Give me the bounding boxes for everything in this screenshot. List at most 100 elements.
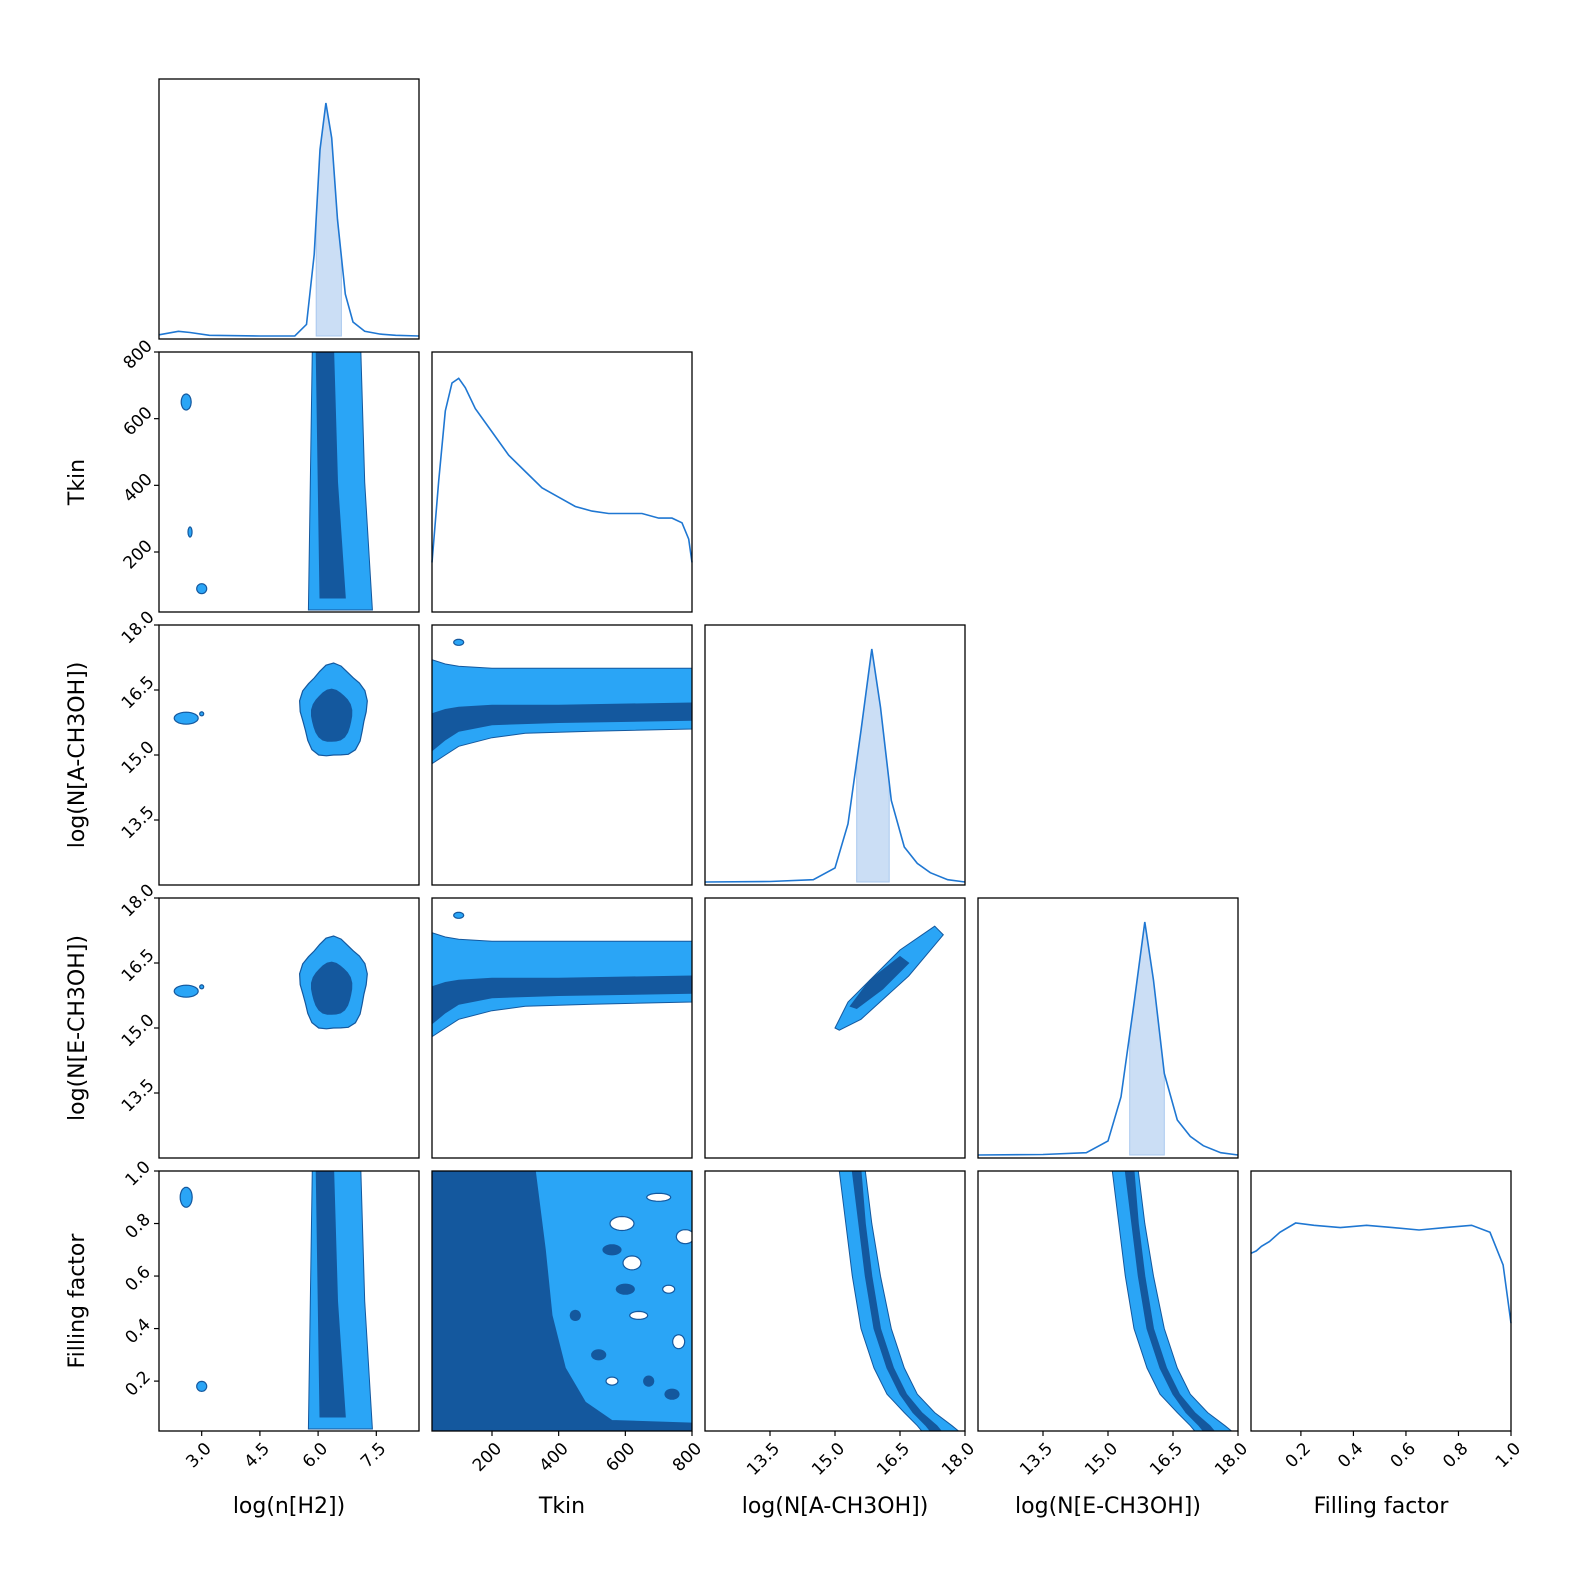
contour-nh2-vs-na [158, 624, 420, 886]
contour-outlier [180, 393, 192, 411]
contour-outer [838, 1171, 960, 1431]
contour-outlier [187, 526, 193, 538]
contour-gap [605, 1376, 619, 1386]
panel-frame [977, 1170, 1239, 1432]
y-tick-label: 200 [120, 536, 157, 573]
contour-inner [315, 1171, 346, 1418]
contour-outlier [196, 583, 208, 595]
contour-island [615, 1283, 635, 1295]
contour-tkin-vs-ff [431, 1170, 693, 1432]
x-tick-label: 800 [669, 1439, 706, 1476]
contour-outlier [173, 984, 199, 998]
contour-gap [622, 1255, 642, 1271]
y-tick-label: 15.0 [118, 737, 159, 778]
y-axis-label: log(N[E-CH3OH]) [65, 935, 90, 1121]
contour-tkin-vs-ne [431, 897, 693, 1159]
density-curve-nh2 [158, 102, 420, 337]
x-tick-label: 18.0 [1211, 1439, 1252, 1480]
panel-frame [431, 624, 693, 886]
x-tick-label: 4.5 [241, 1439, 274, 1472]
x-tick-label: 16.5 [1146, 1439, 1187, 1480]
contour-outlier [453, 911, 465, 919]
y-axis-label: Tkin [65, 459, 90, 506]
x-tick-label: 13.5 [1016, 1439, 1057, 1480]
y-tick-label: 16.5 [118, 945, 159, 986]
contour-ne-vs-ff [977, 1170, 1239, 1432]
panels [158, 78, 1512, 1432]
contour-outlier [199, 711, 205, 717]
y-tick-label: 600 [120, 403, 157, 440]
panel-frame [158, 624, 420, 886]
contour-inner [1124, 1171, 1215, 1431]
contour-inner [849, 955, 910, 1010]
contour-outlier [179, 1186, 193, 1208]
contour-island [664, 1388, 680, 1400]
contour-island [569, 1309, 581, 1322]
x-tick-label: 0.4 [1334, 1439, 1367, 1472]
density-curve-ff [1250, 1222, 1512, 1324]
contour-inner [432, 1171, 692, 1431]
x-tick-label: 400 [536, 1439, 573, 1476]
contour-island [591, 1349, 607, 1361]
x-tick-label: 0.8 [1439, 1439, 1472, 1472]
x-tick-label: 600 [602, 1439, 639, 1476]
panel-frame [1250, 1170, 1512, 1432]
y-tick-label: 15.0 [118, 1010, 159, 1051]
y-tick-label: 0.4 [122, 1315, 155, 1348]
contour-outer [1111, 1171, 1233, 1431]
y-tick-label: 13.5 [118, 802, 159, 843]
marginal-ne [977, 897, 1239, 1159]
y-tick-label: 18.0 [118, 880, 159, 921]
x-axis-label: log(N[E-CH3OH]) [1015, 1494, 1201, 1519]
contour-outlier [199, 984, 205, 990]
contour-nh2-vs-ne [158, 897, 420, 1159]
x-tick-label: 0.2 [1282, 1439, 1315, 1472]
marginal-tkin [431, 351, 693, 613]
y-tick-label: 0.8 [122, 1210, 155, 1243]
x-tick-label: 7.5 [357, 1439, 390, 1472]
x-tick-label: 13.5 [743, 1439, 784, 1480]
contour-outlier [453, 638, 465, 646]
panel-frame [158, 78, 420, 340]
panel-frame [704, 897, 966, 1159]
x-tick-label: 18.0 [938, 1439, 979, 1480]
contour-gap [629, 1310, 649, 1321]
y-axis-label: log(N[A-CH3OH]) [65, 662, 90, 849]
x-tick-label: 15.0 [808, 1439, 849, 1480]
panel-frame [431, 351, 693, 613]
panel-frame [158, 351, 420, 613]
y-tick-label: 18.0 [118, 607, 159, 648]
x-axis-label: Filling factor [1314, 1494, 1450, 1519]
x-tick-label: 3.0 [182, 1439, 215, 1472]
credible-interval-shade [1129, 923, 1165, 1156]
y-axis-label: Filling factor [65, 1233, 90, 1369]
y-tick-label: 0.6 [122, 1262, 155, 1295]
contour-inner [315, 352, 346, 599]
panel-frame [977, 897, 1239, 1159]
y-tick-label: 1.0 [122, 1157, 155, 1190]
x-axis-label: Tkin [538, 1494, 585, 1519]
contour-outlier [196, 1380, 208, 1393]
contour-gap [609, 1215, 635, 1232]
y-tick-label: 400 [120, 470, 157, 507]
x-axis-label: log(N[A-CH3OH]) [742, 1494, 929, 1519]
contour-gap [672, 1334, 686, 1350]
contour-gap [662, 1284, 676, 1294]
density-curve-na [704, 648, 966, 883]
credible-interval-shade [856, 648, 890, 883]
marginal-na [704, 624, 966, 886]
contour-inner [311, 688, 353, 742]
contour-nh2-vs-tkin [158, 351, 420, 613]
y-tick-label: 0.2 [122, 1367, 155, 1400]
contour-inner [311, 961, 353, 1015]
marginal-ff [1250, 1170, 1512, 1432]
density-curve-ne [977, 921, 1239, 1156]
x-tick-label: 15.0 [1081, 1439, 1122, 1480]
panel-frame [704, 624, 966, 886]
contour-inner [432, 702, 692, 752]
panel-frame [704, 1170, 966, 1432]
panel-frame [431, 1170, 693, 1432]
contour-inner [432, 975, 692, 1025]
x-axis-label: log(n[H2]) [233, 1494, 345, 1519]
